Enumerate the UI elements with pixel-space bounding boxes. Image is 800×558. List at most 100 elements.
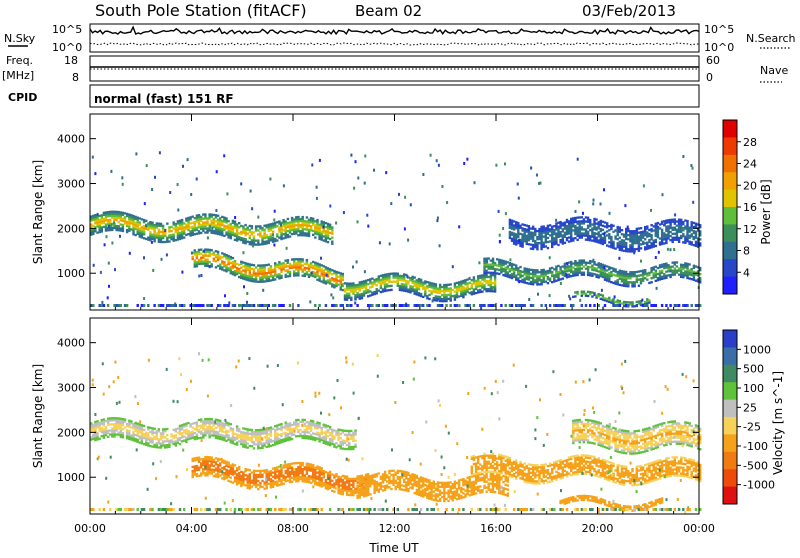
echo-cell bbox=[384, 282, 386, 284]
echo-cell bbox=[255, 244, 257, 246]
echo-cell bbox=[255, 280, 257, 282]
echo-cell bbox=[559, 225, 561, 227]
date-label: 03/Feb/2013 bbox=[582, 2, 676, 20]
echo-cell bbox=[667, 231, 669, 233]
echo-cell bbox=[650, 271, 652, 273]
echo-cell bbox=[285, 274, 287, 276]
echo-cell bbox=[291, 467, 293, 469]
echo-cell bbox=[147, 224, 149, 226]
echo-cell bbox=[206, 458, 208, 460]
echo-cell bbox=[194, 233, 196, 235]
echo-cell bbox=[688, 231, 690, 233]
echo-cell bbox=[414, 280, 416, 282]
echo-cell bbox=[511, 228, 513, 230]
echo-cell bbox=[646, 279, 648, 281]
echo-cell bbox=[462, 280, 464, 282]
echo-cell bbox=[367, 304, 369, 307]
echo-cell bbox=[333, 280, 335, 282]
echo-cell bbox=[299, 218, 301, 220]
echo-cell bbox=[530, 277, 532, 279]
echo-cell bbox=[192, 232, 194, 234]
echo-cell bbox=[633, 281, 635, 283]
echo-cell bbox=[540, 244, 542, 246]
echo-cell bbox=[686, 271, 688, 273]
echo-cell bbox=[236, 271, 238, 273]
echo-cell bbox=[443, 292, 445, 294]
echo-cell bbox=[354, 431, 356, 433]
echo-cell bbox=[543, 228, 545, 230]
echo-cell bbox=[348, 434, 350, 436]
echo-cell bbox=[99, 424, 101, 426]
echo-cell bbox=[223, 431, 225, 433]
echo-cell bbox=[183, 435, 185, 437]
echo-cell bbox=[344, 290, 346, 292]
echo-cell bbox=[263, 270, 265, 272]
echo-cell bbox=[610, 238, 612, 240]
echo-cell bbox=[672, 237, 674, 239]
echo-cell bbox=[475, 288, 477, 290]
echo-cell bbox=[436, 159, 438, 162]
echo-cell bbox=[617, 234, 619, 236]
echo-cell bbox=[194, 249, 196, 251]
echo-cell bbox=[204, 428, 206, 430]
echo-cell bbox=[192, 435, 194, 437]
echo-cell bbox=[485, 270, 487, 272]
echo-cell bbox=[278, 438, 280, 440]
echo-cell bbox=[204, 261, 206, 263]
echo-cell bbox=[253, 441, 255, 443]
echo-cell bbox=[648, 245, 650, 247]
echo-cell bbox=[447, 294, 449, 296]
echo-cell bbox=[270, 227, 272, 229]
echo-cell bbox=[151, 234, 153, 236]
echo-cell bbox=[614, 270, 616, 272]
echo-cell bbox=[238, 436, 240, 438]
echo-cell bbox=[179, 427, 181, 429]
echo-cell bbox=[156, 446, 158, 448]
echo-cell bbox=[215, 435, 217, 437]
echo-cell bbox=[94, 427, 96, 429]
echo-cell bbox=[636, 277, 638, 279]
echo-cell bbox=[365, 288, 367, 290]
echo-cell bbox=[274, 238, 276, 240]
echo-cell bbox=[562, 240, 564, 242]
echo-cell bbox=[243, 251, 245, 254]
echo-cell bbox=[403, 287, 405, 289]
echo-cell bbox=[289, 422, 291, 424]
echo-cell bbox=[404, 196, 406, 199]
echo-cell bbox=[653, 266, 655, 268]
echo-cell bbox=[433, 285, 435, 287]
echo-cell bbox=[130, 438, 132, 440]
echo-cell bbox=[629, 275, 631, 277]
echo-cell bbox=[206, 430, 208, 432]
echo-cell bbox=[244, 304, 246, 307]
echo-cell bbox=[342, 448, 344, 450]
echo-cell bbox=[282, 438, 284, 440]
echo-cell bbox=[101, 301, 103, 304]
echo-cell bbox=[488, 280, 490, 282]
echo-cell bbox=[299, 478, 301, 480]
echo-cell bbox=[498, 269, 500, 271]
echo-cell bbox=[105, 225, 107, 227]
echo-cell bbox=[598, 295, 600, 297]
echo-cell bbox=[422, 284, 424, 286]
echo-cell bbox=[333, 304, 335, 307]
echo-cell bbox=[285, 478, 287, 480]
echo-cell bbox=[268, 304, 270, 307]
echo-cell bbox=[213, 222, 215, 224]
echo-cell bbox=[285, 276, 287, 278]
echo-cell bbox=[325, 443, 327, 445]
echo-cell bbox=[223, 253, 225, 255]
echo-cell bbox=[665, 236, 667, 238]
echo-cell bbox=[318, 236, 320, 238]
echo-cell bbox=[678, 241, 680, 243]
echo-cell bbox=[179, 443, 181, 445]
echo-cell bbox=[350, 436, 352, 438]
echo-cell bbox=[198, 230, 200, 232]
echo-cell bbox=[141, 430, 143, 432]
echo-cell bbox=[507, 267, 509, 269]
echo-cell bbox=[386, 279, 388, 281]
echo-cell bbox=[502, 270, 504, 272]
echo-cell bbox=[561, 270, 563, 273]
echo-cell bbox=[230, 441, 232, 443]
